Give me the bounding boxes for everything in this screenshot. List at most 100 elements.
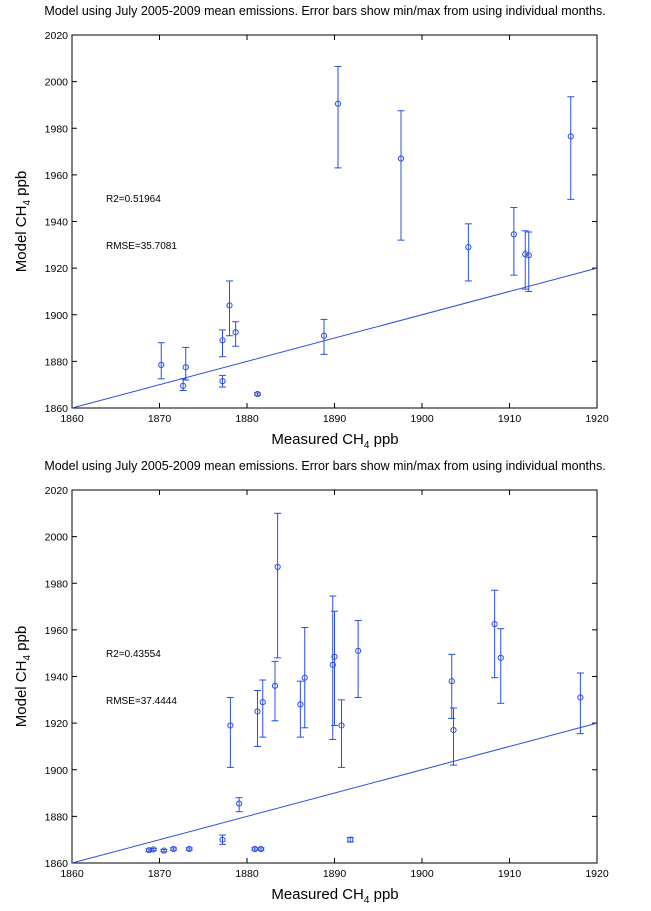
r2-annotation: R2=0.51964 bbox=[106, 194, 161, 205]
data-point-group bbox=[157, 342, 165, 380]
data-point bbox=[232, 329, 239, 336]
data-point bbox=[227, 722, 234, 729]
data-point-group bbox=[320, 318, 328, 355]
fit-line bbox=[71, 267, 598, 409]
r2-annotation: R2=0.43554 bbox=[106, 649, 161, 660]
chart-panel-top: Model using July 2005-2009 mean emission… bbox=[0, 0, 651, 455]
data-point-group bbox=[331, 610, 338, 726]
data-point-group bbox=[160, 847, 168, 854]
data-point bbox=[320, 332, 328, 339]
data-point-group bbox=[525, 231, 533, 292]
data-point-group bbox=[232, 321, 240, 347]
chart-1-svg: Model using July 2005-2009 mean emission… bbox=[13, 459, 609, 906]
y-tick-label: 1900 bbox=[45, 310, 69, 322]
data-point-group bbox=[235, 797, 243, 813]
x-tick-label: 1860 bbox=[60, 413, 84, 425]
data-point bbox=[329, 661, 336, 668]
data-point bbox=[274, 563, 281, 571]
data-point-group bbox=[450, 707, 457, 766]
data-point-group bbox=[170, 845, 177, 853]
data-point-group bbox=[259, 679, 267, 738]
data-point-group bbox=[491, 589, 499, 679]
data-point-group bbox=[257, 845, 265, 853]
data-point-group bbox=[338, 699, 345, 768]
data-point bbox=[150, 846, 157, 853]
rmse-annotation: RMSE=37.4444 bbox=[106, 696, 177, 707]
x-axis-label: Measured CH4 ppb bbox=[271, 886, 398, 906]
data-point bbox=[158, 361, 165, 368]
data-point bbox=[257, 845, 265, 853]
data-point-group bbox=[448, 653, 456, 719]
y-tick-label: 1900 bbox=[45, 765, 69, 777]
data-point-group bbox=[149, 846, 157, 853]
data-point bbox=[301, 674, 308, 681]
data-point bbox=[254, 708, 261, 715]
data-point-group bbox=[397, 110, 405, 241]
y-axis-label: Model CH4 ppb bbox=[13, 626, 33, 727]
data-point bbox=[259, 699, 266, 706]
data-point bbox=[355, 647, 362, 654]
data-point-group bbox=[334, 65, 342, 169]
data-point bbox=[347, 836, 354, 843]
data-point bbox=[491, 620, 498, 628]
data-point-group bbox=[301, 627, 309, 729]
data-point bbox=[577, 694, 584, 701]
data-point bbox=[226, 302, 233, 309]
plot-area-frame bbox=[71, 34, 598, 409]
y-tick-label: 2020 bbox=[45, 30, 69, 42]
data-point-group bbox=[219, 834, 226, 845]
data-point bbox=[297, 701, 304, 708]
y-tick-label: 1920 bbox=[45, 718, 69, 730]
data-point bbox=[510, 231, 517, 238]
data-point bbox=[338, 722, 345, 729]
data-point-group bbox=[185, 845, 193, 853]
x-tick-label: 1920 bbox=[585, 413, 609, 425]
y-tick-label: 1880 bbox=[45, 811, 69, 823]
y-tick-label: 2020 bbox=[45, 485, 69, 497]
y-tick-label: 1860 bbox=[45, 858, 69, 870]
data-point-group bbox=[251, 845, 259, 853]
data-point bbox=[450, 727, 457, 734]
data-point bbox=[236, 800, 243, 807]
x-axis-label: Measured CH4 ppb bbox=[271, 431, 398, 451]
data-point bbox=[497, 654, 504, 661]
y-axis-label: Model CH4 ppb bbox=[13, 171, 33, 272]
data-point-group bbox=[497, 628, 505, 704]
data-point-group bbox=[510, 207, 518, 276]
x-tick-label: 1860 bbox=[60, 868, 84, 880]
data-point bbox=[219, 337, 226, 344]
data-point-group bbox=[346, 836, 354, 843]
chart-panel-bottom: Model using July 2005-2009 mean emission… bbox=[0, 455, 651, 910]
data-point bbox=[180, 382, 187, 389]
data-point-group bbox=[226, 280, 233, 337]
x-tick-label: 1880 bbox=[235, 413, 259, 425]
x-tick-label: 1910 bbox=[498, 868, 522, 880]
y-tick-label: 1980 bbox=[45, 123, 69, 135]
data-point-group bbox=[179, 378, 187, 392]
data-point-group bbox=[567, 96, 575, 200]
data-point-group bbox=[271, 660, 279, 722]
data-point-group bbox=[521, 230, 529, 290]
data-point-group bbox=[219, 329, 226, 358]
fit-line bbox=[71, 722, 598, 864]
data-point-group bbox=[182, 346, 190, 381]
x-tick-label: 1870 bbox=[148, 413, 172, 425]
data-point bbox=[271, 682, 279, 689]
data-point bbox=[251, 845, 258, 853]
data-point-group bbox=[274, 512, 282, 659]
y-tick-label: 1940 bbox=[45, 217, 69, 229]
chart-0-svg: Model using July 2005-2009 mean emission… bbox=[13, 4, 609, 451]
x-tick-label: 1890 bbox=[323, 413, 347, 425]
x-tick-label: 1880 bbox=[235, 868, 259, 880]
rmse-annotation: RMSE=35.7081 bbox=[106, 241, 177, 252]
data-point-group bbox=[145, 847, 153, 854]
y-tick-label: 1960 bbox=[45, 170, 69, 182]
y-tick-label: 1980 bbox=[45, 578, 69, 590]
data-point bbox=[465, 244, 472, 251]
y-tick-label: 2000 bbox=[45, 532, 69, 544]
x-tick-label: 1900 bbox=[410, 413, 434, 425]
data-point-group bbox=[329, 595, 337, 740]
chart-title: Model using July 2005-2009 mean emission… bbox=[44, 4, 605, 18]
data-point-group bbox=[354, 620, 362, 698]
data-point bbox=[254, 390, 261, 398]
